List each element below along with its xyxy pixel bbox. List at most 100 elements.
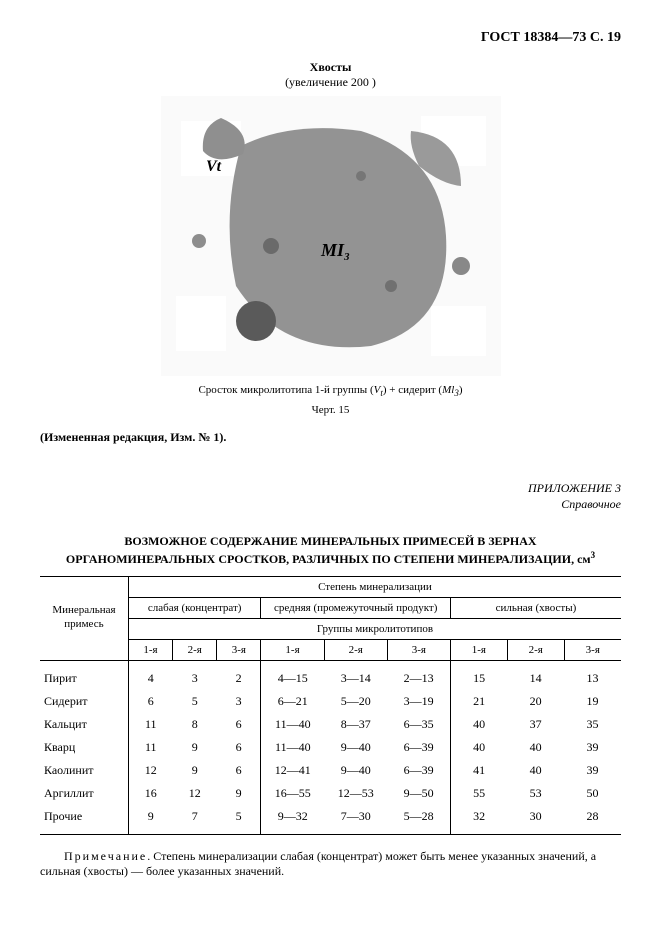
cell: 28	[564, 805, 621, 835]
cell: 11—40	[261, 713, 324, 736]
cell: 40	[450, 713, 507, 736]
cell: 2	[217, 660, 261, 690]
figure-title: Хвосты	[40, 60, 621, 75]
cell: 9	[173, 736, 217, 759]
edition-note: (Измененная редакция, Изм. № 1).	[40, 430, 621, 445]
table-row: Кварц119611—409—406—39404039	[40, 736, 621, 759]
cell: 20	[507, 690, 564, 713]
hdr-strong: сильная (хвосты)	[450, 597, 621, 618]
mineral-name: Кварц	[40, 736, 128, 759]
col-mineral: Минеральная примесь	[40, 576, 128, 660]
caption-mid: ) + сидерит (	[383, 384, 442, 396]
cell: 16—55	[261, 782, 324, 805]
appendix-line2: Справочное	[561, 497, 621, 511]
figure-image-placeholder: Vt MI3	[161, 96, 501, 376]
cell: 41	[450, 759, 507, 782]
table-row: Кальцит118611—408—376—35403735	[40, 713, 621, 736]
table-title: ВОЗМОЖНОЕ СОДЕРЖАНИЕ МИНЕРАЛЬНЫХ ПРИМЕСЕ…	[40, 534, 621, 567]
sub-3a: 3-я	[217, 639, 261, 660]
table-row: Сидерит6536—215—203—19212019	[40, 690, 621, 713]
table-title-line2: ОРГАНОМИНЕРАЛЬНЫХ СРОСТКОВ, РАЗЛИЧНЫХ ПО…	[66, 552, 591, 566]
cell: 9—50	[387, 782, 450, 805]
mineral-name: Сидерит	[40, 690, 128, 713]
mineral-name: Кальцит	[40, 713, 128, 736]
mineral-name: Каолинит	[40, 759, 128, 782]
mineral-name: Прочие	[40, 805, 128, 835]
cell: 3—14	[324, 660, 387, 690]
cell: 9	[128, 805, 172, 835]
sub-3c: 3-я	[564, 639, 621, 660]
cell: 6—21	[261, 690, 324, 713]
cell: 4	[128, 660, 172, 690]
doc-code: ГОСТ 18384—73 С. 19	[40, 30, 621, 46]
figure-label-vt: Vt	[206, 158, 222, 175]
figure-caption: Сросток микролитотипа 1-й группы (Vt) + …	[40, 384, 621, 398]
micrograph-svg: Vt MI3	[161, 96, 501, 376]
cell: 2—13	[387, 660, 450, 690]
caption-suffix: )	[459, 384, 463, 396]
cell: 30	[507, 805, 564, 835]
cell: 11	[128, 736, 172, 759]
table-row: Каолинит129612—419—406—39414039	[40, 759, 621, 782]
cell: 35	[564, 713, 621, 736]
figure-number: Черт. 15	[40, 404, 621, 416]
sub-2a: 2-я	[173, 639, 217, 660]
mineral-table: Минеральная примесь Степень минерализаци…	[40, 576, 621, 835]
cell: 6	[217, 713, 261, 736]
caption-mi: Ml	[442, 384, 454, 396]
table-row: Прочие9759—327—305—28323028	[40, 805, 621, 835]
cell: 8—37	[324, 713, 387, 736]
cell: 53	[507, 782, 564, 805]
cell: 40	[507, 759, 564, 782]
table-row: Аргиллит1612916—5512—539—50555350	[40, 782, 621, 805]
cell: 40	[450, 736, 507, 759]
cell: 6	[217, 759, 261, 782]
cell: 5—20	[324, 690, 387, 713]
cell: 9—40	[324, 759, 387, 782]
cell: 12—41	[261, 759, 324, 782]
cell: 6—39	[387, 736, 450, 759]
cell: 7—30	[324, 805, 387, 835]
cell: 9	[173, 759, 217, 782]
cell: 6—35	[387, 713, 450, 736]
figure-subtitle: (увеличение 200 )	[40, 75, 621, 90]
cell: 11—40	[261, 736, 324, 759]
cell: 12	[173, 782, 217, 805]
cell: 12—53	[324, 782, 387, 805]
mineral-name: Аргиллит	[40, 782, 128, 805]
appendix-block: ПРИЛОЖЕНИЕ 3 Справочное	[40, 481, 621, 512]
cell: 12	[128, 759, 172, 782]
cell: 6—39	[387, 759, 450, 782]
cell: 9	[217, 782, 261, 805]
cell: 40	[507, 736, 564, 759]
cell: 19	[564, 690, 621, 713]
cell: 7	[173, 805, 217, 835]
cell: 11	[128, 713, 172, 736]
sub-2c: 2-я	[507, 639, 564, 660]
footnote-label: Примечание	[64, 849, 147, 863]
cell: 8	[173, 713, 217, 736]
cell: 5	[217, 805, 261, 835]
cell: 5—28	[387, 805, 450, 835]
sub-1a: 1-я	[128, 639, 172, 660]
cell: 6	[217, 736, 261, 759]
cell: 15	[450, 660, 507, 690]
sub-1c: 1-я	[450, 639, 507, 660]
cell: 6	[128, 690, 172, 713]
cell: 3	[217, 690, 261, 713]
cell: 16	[128, 782, 172, 805]
table-row: Пирит4324—153—142—13151413	[40, 660, 621, 690]
cell: 37	[507, 713, 564, 736]
cell: 21	[450, 690, 507, 713]
cell: 55	[450, 782, 507, 805]
table-title-line1: ВОЗМОЖНОЕ СОДЕРЖАНИЕ МИНЕРАЛЬНЫХ ПРИМЕСЕ…	[124, 534, 536, 548]
table-title-sup: 3	[591, 550, 596, 560]
hdr-groups: Группы микролитотипов	[128, 618, 621, 639]
cell: 39	[564, 736, 621, 759]
hdr-degree: Степень минерализации	[128, 576, 621, 597]
cell: 13	[564, 660, 621, 690]
cell: 4—15	[261, 660, 324, 690]
cell: 14	[507, 660, 564, 690]
appendix-line1: ПРИЛОЖЕНИЕ 3	[528, 481, 621, 495]
cell: 50	[564, 782, 621, 805]
